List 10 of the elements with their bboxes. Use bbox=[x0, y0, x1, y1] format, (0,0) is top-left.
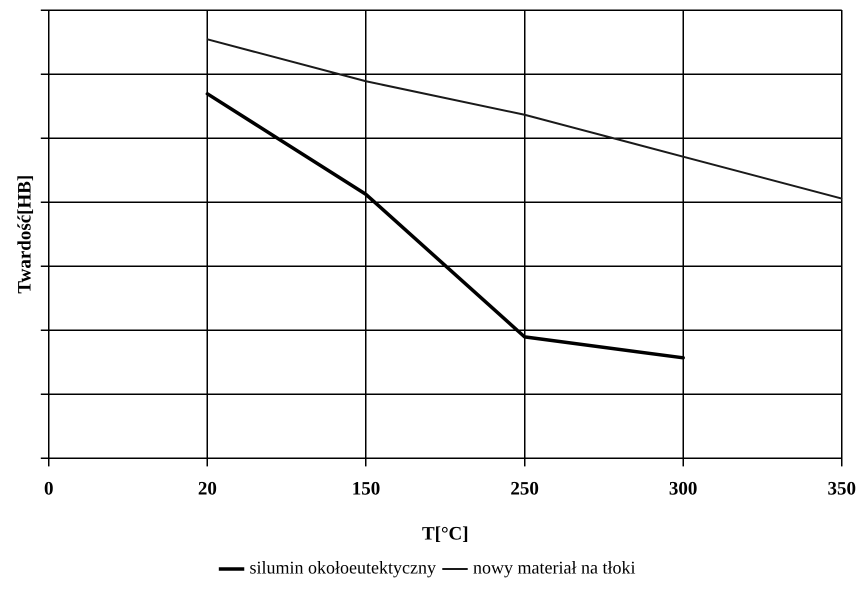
y-axis-title: Twardość[HB] bbox=[14, 174, 36, 294]
x-axis-title: T[°C] bbox=[422, 524, 469, 545]
x-tick-label: 20 bbox=[198, 478, 217, 500]
x-tick-label: 300 bbox=[668, 478, 698, 500]
x-tick-label: 250 bbox=[510, 478, 539, 500]
legend-label: silumin okołoeutektyczny bbox=[250, 558, 436, 578]
legend-label: nowy materiał na tłoki bbox=[473, 558, 636, 578]
x-tick-label: 150 bbox=[352, 478, 380, 500]
x-tick-label: 350 bbox=[828, 478, 856, 500]
x-tick-label: 0 bbox=[44, 478, 54, 500]
